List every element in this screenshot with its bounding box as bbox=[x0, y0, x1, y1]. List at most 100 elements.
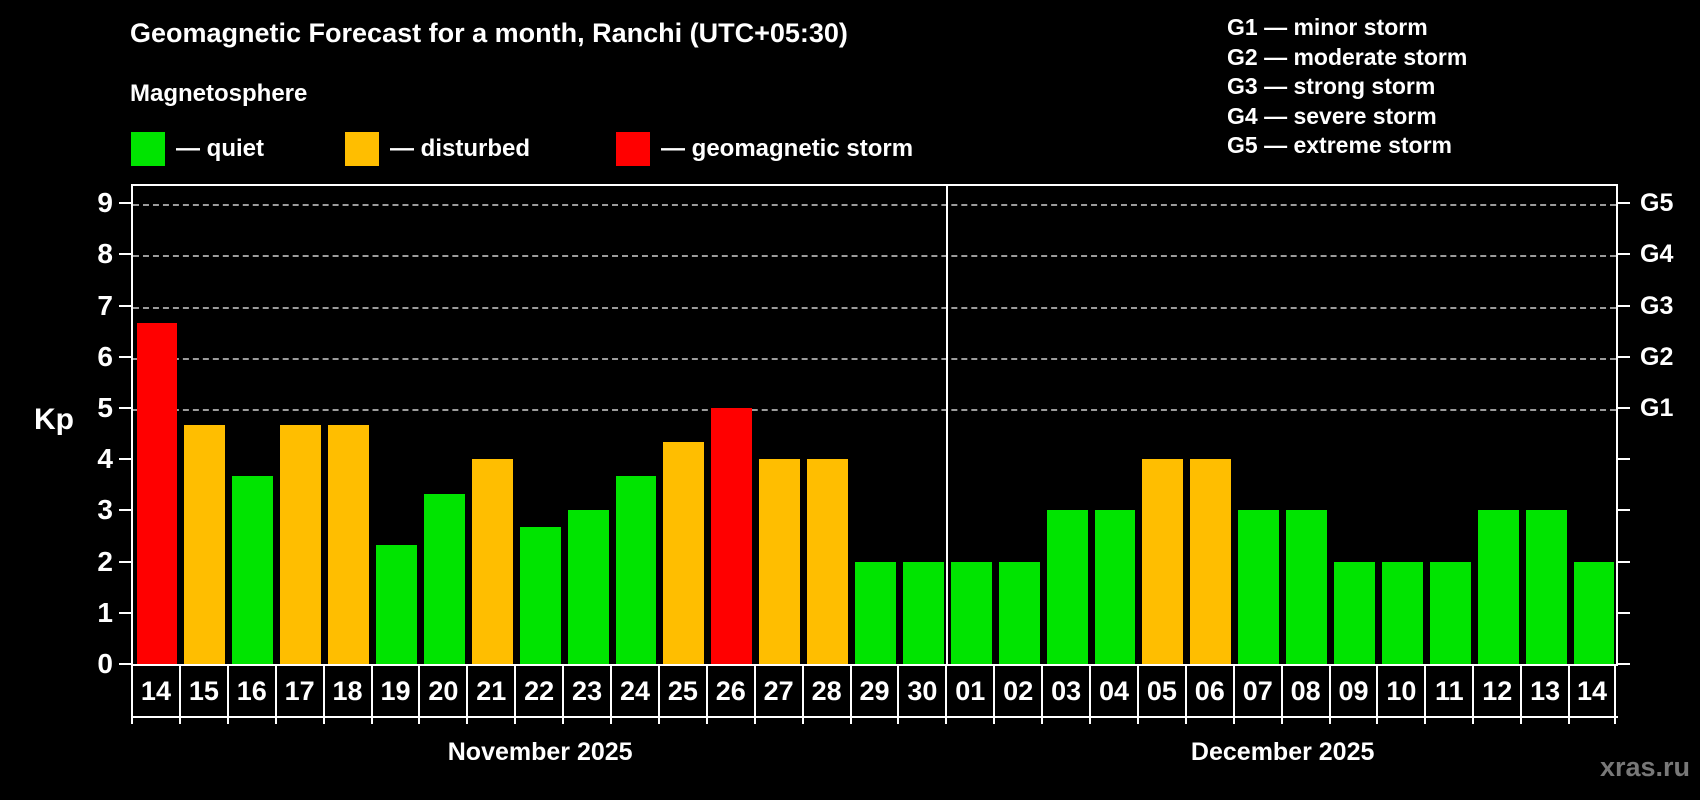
axis-under-tick bbox=[753, 718, 756, 724]
kp-bar-10 bbox=[1381, 561, 1423, 664]
day-cell-04: 04 bbox=[1089, 666, 1137, 716]
month-divider-line bbox=[946, 186, 949, 664]
disturbed-legend-swatch bbox=[345, 132, 379, 166]
y-axis-title: Kp bbox=[34, 403, 74, 436]
axis-under-tick bbox=[1520, 718, 1523, 724]
y-tick-4 bbox=[119, 458, 131, 461]
y-label-6: 6 bbox=[97, 340, 113, 372]
chart-plot-area bbox=[131, 184, 1618, 664]
axis-under-tick bbox=[466, 718, 469, 724]
axis-under-tick bbox=[1328, 718, 1331, 724]
day-cell-03: 03 bbox=[1041, 666, 1089, 716]
y-tick-8 bbox=[119, 253, 131, 256]
day-cell-30: 30 bbox=[897, 666, 945, 716]
g3-legend-line: G3 — strong storm bbox=[1227, 73, 1436, 99]
axis-under-tick bbox=[1280, 718, 1283, 724]
y-label-7: 7 bbox=[97, 289, 113, 321]
day-cell-17: 17 bbox=[274, 666, 323, 716]
gridline-kp6 bbox=[133, 357, 1616, 360]
day-cell-08: 08 bbox=[1280, 666, 1329, 716]
day-cell-14: 14 bbox=[131, 666, 179, 716]
axis-under-tick bbox=[610, 718, 613, 724]
page-title: Geomagnetic Forecast for a month, Ranchi… bbox=[130, 18, 848, 48]
day-cell-14: 14 bbox=[1568, 666, 1616, 716]
right-label-g4: G4 bbox=[1640, 240, 1674, 269]
month-label-november: November 2025 bbox=[447, 738, 633, 766]
y-tick-5 bbox=[119, 407, 131, 409]
right-label-g3: G3 bbox=[1640, 291, 1674, 320]
kp-bar-06 bbox=[1190, 459, 1232, 664]
day-cell-23: 23 bbox=[562, 666, 610, 716]
magnetosphere-subtitle: Magnetosphere bbox=[130, 80, 308, 107]
right-label-g2: G2 bbox=[1640, 342, 1674, 371]
kp-bar-30 bbox=[902, 561, 944, 664]
gridline-kp7 bbox=[133, 306, 1616, 309]
axis-under-tick bbox=[897, 718, 900, 724]
kp-bar-27 bbox=[759, 459, 801, 664]
axis-under-tick bbox=[418, 718, 421, 724]
kp-bar-28 bbox=[807, 459, 849, 664]
right-tick-5 bbox=[1618, 407, 1630, 409]
kp-bar-04 bbox=[1094, 510, 1136, 664]
kp-bar-13 bbox=[1525, 510, 1567, 664]
y-tick-7 bbox=[119, 304, 131, 307]
y-tick-0 bbox=[119, 663, 131, 665]
xras-watermark: xras.ru bbox=[1599, 752, 1690, 782]
axis-under-tick bbox=[178, 718, 181, 724]
quiet-legend-label: — quiet bbox=[176, 135, 264, 162]
kp-bar-24 bbox=[615, 476, 657, 664]
axis-under-tick bbox=[705, 718, 708, 724]
axis-under-tick bbox=[993, 718, 996, 724]
axis-under-tick bbox=[945, 718, 948, 724]
day-cell-11: 11 bbox=[1424, 666, 1472, 716]
kp-bar-03 bbox=[1046, 510, 1088, 664]
gridline-kp9 bbox=[133, 204, 1616, 207]
kp-bar-08 bbox=[1286, 510, 1328, 664]
axis-under-tick bbox=[131, 718, 133, 724]
axis-under-tick bbox=[274, 718, 277, 724]
kp-bar-14 bbox=[136, 322, 178, 664]
day-cell-29: 29 bbox=[849, 666, 898, 716]
y-tick-6 bbox=[119, 355, 131, 358]
axis-under-tick bbox=[1232, 718, 1235, 724]
y-label-4: 4 bbox=[97, 443, 113, 475]
day-cell-09: 09 bbox=[1328, 666, 1377, 716]
kp-bar-21 bbox=[471, 459, 513, 664]
g2-legend-line: G2 — moderate storm bbox=[1227, 43, 1468, 70]
day-cell-01: 01 bbox=[945, 666, 993, 716]
axis-under-tick bbox=[1614, 718, 1616, 724]
axis-under-tick bbox=[1136, 718, 1139, 724]
day-cell-25: 25 bbox=[657, 666, 706, 716]
y-label-5: 5 bbox=[97, 392, 113, 423]
axis-under-tick bbox=[370, 718, 373, 724]
axis-under-tick bbox=[1424, 718, 1427, 724]
axis-under-tick bbox=[801, 718, 804, 724]
right-label-g1: G1 bbox=[1640, 394, 1674, 422]
axis-under-tick bbox=[1568, 718, 1571, 724]
month-label-december: December 2025 bbox=[1190, 738, 1375, 766]
axis-under-tick bbox=[1184, 718, 1187, 724]
y-label-8: 8 bbox=[97, 238, 113, 270]
kp-bar-07 bbox=[1238, 510, 1280, 664]
day-cell-22: 22 bbox=[514, 666, 562, 716]
day-cell-18: 18 bbox=[322, 666, 371, 716]
kp-bar-19 bbox=[376, 544, 417, 664]
day-cell-02: 02 bbox=[993, 666, 1041, 716]
kp-bar-11 bbox=[1429, 561, 1471, 664]
kp-bar-23 bbox=[567, 510, 609, 664]
right-label-g5: G5 bbox=[1640, 189, 1674, 218]
axis-under-tick bbox=[226, 718, 229, 724]
right-tick-9 bbox=[1618, 202, 1630, 205]
day-cell-12: 12 bbox=[1472, 666, 1520, 716]
kp-bar-18 bbox=[328, 424, 369, 664]
day-cell-06: 06 bbox=[1184, 666, 1233, 716]
day-cell-16: 16 bbox=[226, 666, 275, 716]
storm-legend-swatch bbox=[616, 132, 650, 166]
right-tick-0 bbox=[1618, 663, 1630, 665]
quiet-legend-swatch bbox=[131, 132, 165, 166]
right-tick-4 bbox=[1618, 458, 1630, 461]
kp-bar-02 bbox=[998, 561, 1040, 664]
y-label-9: 9 bbox=[97, 187, 113, 219]
y-tick-9 bbox=[119, 202, 131, 205]
